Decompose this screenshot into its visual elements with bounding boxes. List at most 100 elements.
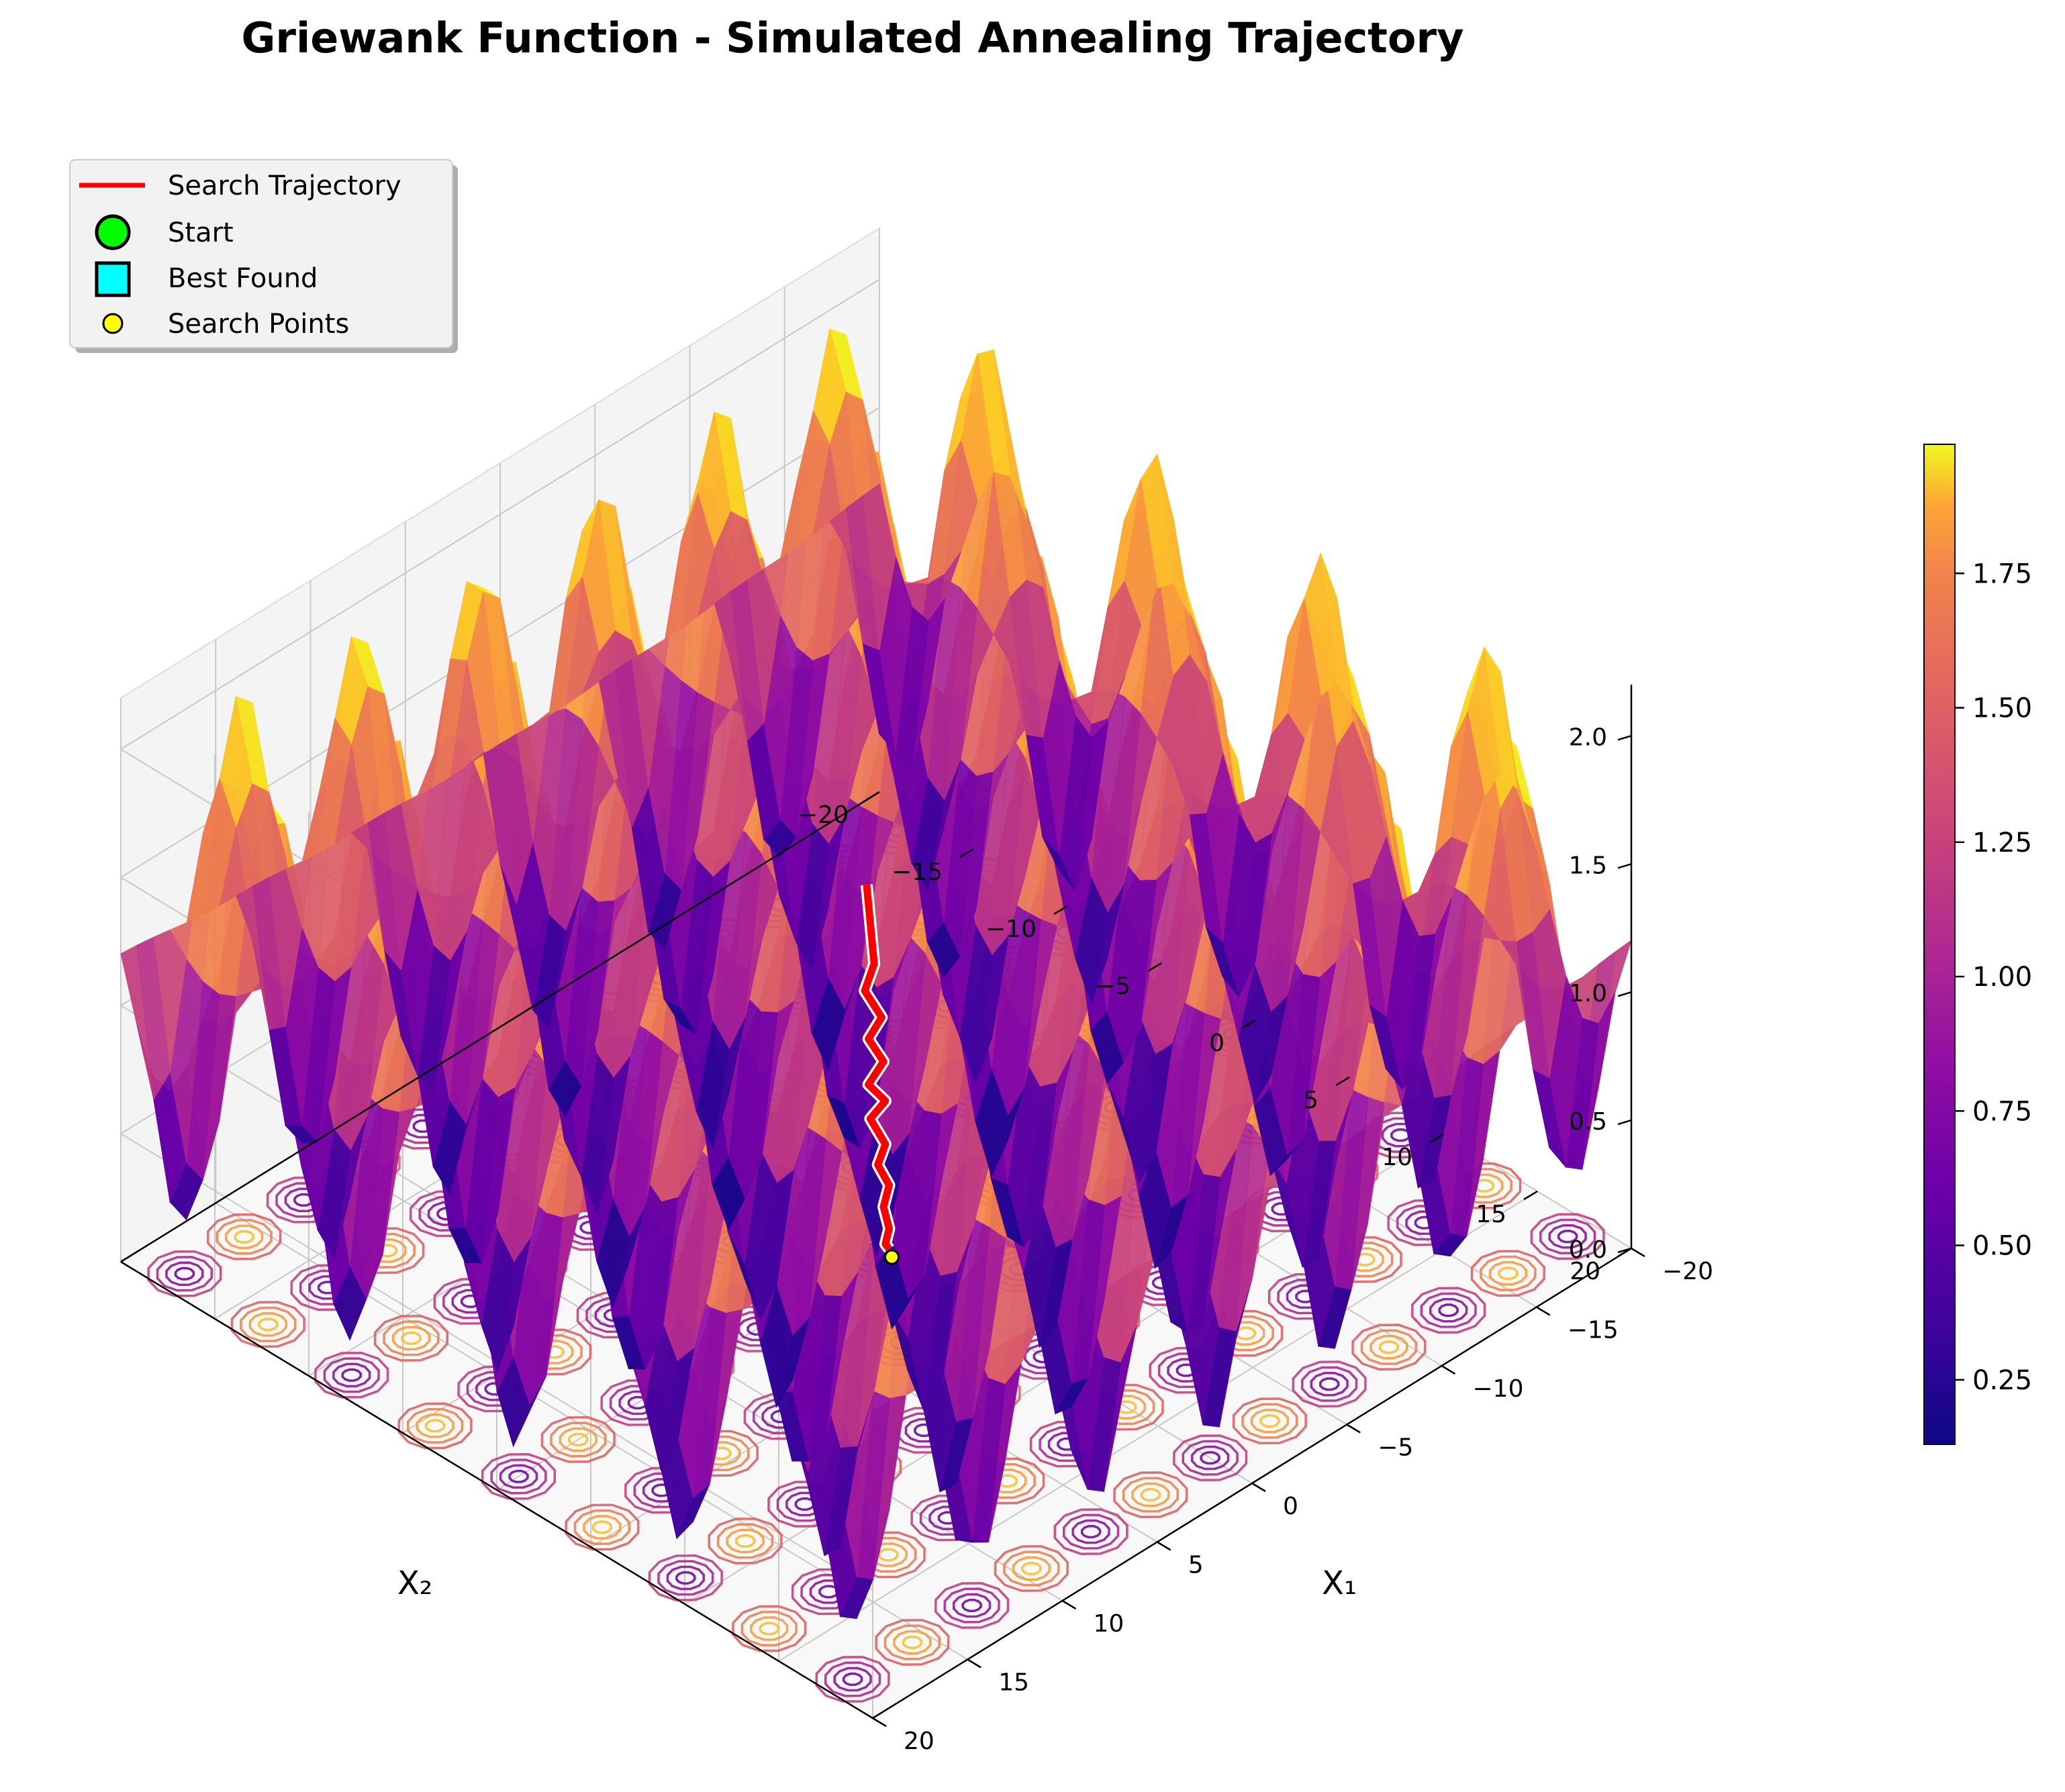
y-tick-label: 5 bbox=[1303, 1087, 1318, 1114]
x-tick-mark bbox=[1157, 1541, 1171, 1551]
contour-ring bbox=[1003, 1550, 1060, 1587]
contour-ring bbox=[1557, 1230, 1578, 1244]
x-tick-mark bbox=[1441, 1364, 1456, 1375]
contour-ring bbox=[174, 1266, 195, 1281]
y-tick-mark bbox=[1335, 1076, 1350, 1087]
contour-ring bbox=[424, 1419, 446, 1433]
z-tick-label: 2.0 bbox=[1569, 724, 1607, 751]
x-axis-label: X₁ bbox=[1322, 1564, 1357, 1602]
y-tick-mark bbox=[1523, 1190, 1538, 1201]
contour-ring bbox=[156, 1256, 213, 1292]
axis-line bbox=[120, 1260, 873, 1720]
contour-ring bbox=[716, 1523, 774, 1559]
axis-ticks: −20−15−10−505101520−20−15−10−5051015200.… bbox=[798, 724, 1713, 1755]
contour-ring bbox=[397, 1402, 473, 1450]
contour-ring bbox=[165, 1261, 204, 1287]
contour-ring bbox=[1062, 1513, 1120, 1550]
grid-line bbox=[120, 279, 880, 750]
chart-title: Griewank Function - Simulated Annealing … bbox=[242, 13, 1464, 62]
contour-ring bbox=[568, 1432, 589, 1446]
x-tick-mark bbox=[1631, 1247, 1645, 1258]
contour-ring bbox=[314, 1351, 389, 1399]
y-tick-mark bbox=[1053, 905, 1068, 915]
contour-ring bbox=[401, 1331, 422, 1345]
contour-ring bbox=[740, 1610, 798, 1647]
z-tick-mark bbox=[1617, 991, 1632, 997]
contour-ring bbox=[902, 1635, 923, 1650]
contour-ring bbox=[550, 1422, 607, 1458]
contour-ring bbox=[1530, 1213, 1605, 1260]
search-point bbox=[883, 1249, 900, 1265]
contour-ring bbox=[1012, 1556, 1051, 1581]
contour-ring bbox=[994, 1545, 1069, 1592]
y-tick-mark bbox=[865, 791, 880, 801]
y-tick-label: −10 bbox=[986, 915, 1037, 943]
x-tick-label: 5 bbox=[1188, 1552, 1204, 1579]
colorbar-tick-label: 1.25 bbox=[1972, 828, 2032, 858]
colorbar-tick-label: 1.00 bbox=[1972, 962, 2032, 993]
contour-ring bbox=[573, 1509, 631, 1545]
contour-ring bbox=[1429, 1297, 1468, 1323]
contour-ring bbox=[383, 1320, 440, 1356]
contour-ring bbox=[1438, 1303, 1459, 1317]
x-tick-mark bbox=[1536, 1306, 1551, 1316]
colorbar-tick-label: 0.25 bbox=[1972, 1365, 2032, 1396]
contour-ring bbox=[875, 1619, 950, 1666]
surface-facet bbox=[862, 483, 896, 650]
y-tick-label: 0 bbox=[1209, 1030, 1224, 1057]
legend-label-start: Start bbox=[168, 217, 234, 248]
x-tick-mark bbox=[1251, 1482, 1266, 1493]
contour-ring bbox=[1539, 1218, 1596, 1254]
x-tick-mark bbox=[1346, 1424, 1361, 1434]
contour-ring bbox=[1190, 1445, 1230, 1471]
y-tick-label: −20 bbox=[798, 801, 849, 829]
contour-ring bbox=[565, 1503, 640, 1551]
contour-ring bbox=[893, 1630, 932, 1655]
y-tick-label: −15 bbox=[892, 858, 943, 886]
colorbar-tick-label: 1.50 bbox=[1972, 693, 2032, 724]
contour-ring bbox=[1140, 1488, 1161, 1502]
griewank-surface bbox=[120, 328, 1632, 1620]
contour-ring bbox=[540, 1416, 616, 1463]
contour-ring bbox=[499, 1464, 538, 1489]
contour-ring bbox=[1232, 1397, 1307, 1445]
axis-line bbox=[120, 791, 880, 1263]
contour-ring bbox=[1021, 1562, 1042, 1576]
contour-ring bbox=[657, 1560, 714, 1596]
legend: Search Trajectory Start Best Found Searc… bbox=[69, 159, 458, 353]
contour-ring bbox=[1498, 1266, 1519, 1281]
contour-ring bbox=[248, 1311, 287, 1337]
contour-ring bbox=[883, 1624, 941, 1660]
contour-ring bbox=[508, 1469, 529, 1483]
contour-ring bbox=[1488, 1260, 1528, 1286]
x-tick-label: −15 bbox=[1568, 1317, 1619, 1344]
z-tick-mark bbox=[1617, 863, 1632, 869]
contour-ring bbox=[207, 1213, 282, 1260]
contour-ring bbox=[934, 1582, 1010, 1629]
contour-ring bbox=[1250, 1408, 1290, 1434]
contour-ring bbox=[1470, 1250, 1545, 1297]
contour-ring bbox=[1548, 1224, 1587, 1249]
z-tick-label: 0.5 bbox=[1569, 1108, 1607, 1136]
z-tick-label: 0.0 bbox=[1569, 1236, 1607, 1264]
x-tick-label: −5 bbox=[1378, 1434, 1413, 1462]
contour-ring bbox=[734, 1534, 756, 1548]
z-tick-mark bbox=[1617, 1247, 1632, 1254]
contour-ring bbox=[943, 1587, 1000, 1624]
contour-ring bbox=[1080, 1525, 1102, 1539]
legend-start-marker bbox=[95, 214, 131, 250]
contour-ring bbox=[675, 1571, 696, 1585]
contour-ring bbox=[1241, 1403, 1298, 1439]
contour-ring bbox=[961, 1598, 982, 1613]
x-tick-label: 0 bbox=[1283, 1493, 1298, 1520]
contour-ring bbox=[490, 1458, 547, 1495]
contour-ring bbox=[215, 1219, 273, 1255]
contour-ring bbox=[1480, 1255, 1537, 1291]
contour-ring bbox=[666, 1565, 705, 1591]
colorbar-tick-label: 1.75 bbox=[1972, 558, 2032, 589]
contour-ring bbox=[1420, 1292, 1477, 1328]
contour-ring bbox=[224, 1224, 264, 1250]
contour-ring bbox=[234, 1230, 254, 1244]
contour-ring bbox=[1122, 1477, 1179, 1513]
